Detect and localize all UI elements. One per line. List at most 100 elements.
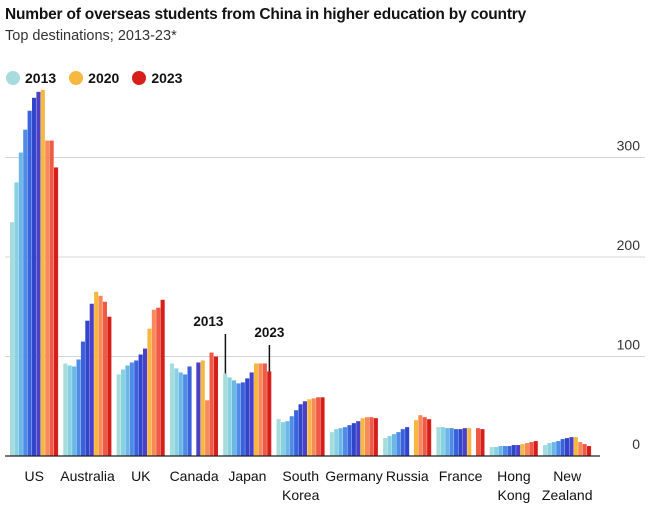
legend-swatch-2013 <box>6 71 20 85</box>
chart-title: Number of overseas students from China i… <box>5 6 527 23</box>
bar-france-2014 <box>440 427 445 456</box>
bar-hong-kong-2016 <box>502 446 507 456</box>
bar-south-korea-2015 <box>285 421 290 456</box>
bar-hong-kong-2021 <box>524 443 529 456</box>
bar-australia-2022 <box>102 301 107 456</box>
bar-uk-2018 <box>138 354 143 456</box>
x-tick-label-france: France <box>439 468 483 484</box>
bar-russia-2014 <box>387 436 392 456</box>
bar-new-zealand-2021 <box>578 442 583 456</box>
bar-russia-2023 <box>427 419 432 456</box>
x-tick-label-new-zealand: New Zealand <box>542 468 593 503</box>
bar-germany-2017 <box>347 425 352 456</box>
bar-us-2023 <box>54 167 59 456</box>
x-tick-label-uk: UK <box>131 468 151 484</box>
bar-hong-kong-2013 <box>489 447 494 456</box>
bar-russia-2015 <box>391 434 396 456</box>
bar-hong-kong-2022 <box>529 442 534 456</box>
bar-germany-2023 <box>373 418 378 456</box>
bar-france-2023 <box>480 429 485 456</box>
bar-canada-2019 <box>196 362 201 456</box>
bar-us-2019 <box>36 91 41 456</box>
legend-label-2013: 2013 <box>25 70 57 86</box>
y-tick-label-0: 0 <box>632 436 640 452</box>
bar-south-korea-2016 <box>289 416 294 456</box>
y-tick-label-200: 200 <box>617 237 641 253</box>
bar-new-zealand-2013 <box>543 445 548 456</box>
bar-south-korea-2013 <box>276 419 281 456</box>
bar-france-2019 <box>462 428 467 456</box>
bar-us-2022 <box>49 140 54 456</box>
bar-russia-2020 <box>413 420 418 456</box>
bar-australia-2018 <box>85 320 90 456</box>
bar-hong-kong-2015 <box>498 446 503 456</box>
bar-australia-2016 <box>76 359 81 456</box>
bar-france-2022 <box>476 428 481 456</box>
bar-hong-kong-2018 <box>511 445 516 456</box>
bar-japan-2018 <box>245 378 250 456</box>
legend: 2013 2020 2023 <box>6 70 195 86</box>
bar-uk-2023 <box>160 299 165 456</box>
bar-south-korea-2019 <box>302 401 307 456</box>
bar-japan-2016 <box>236 383 241 456</box>
bar-australia-2015 <box>72 366 77 456</box>
bar-us-2020 <box>40 89 45 456</box>
bar-canada-2020 <box>200 360 205 456</box>
bar-canada-2015 <box>178 372 183 456</box>
bar-canada-2021 <box>205 400 210 456</box>
bar-japan-2021 <box>258 363 263 456</box>
bar-germany-2018 <box>351 423 356 456</box>
bar-australia-2017 <box>80 341 85 456</box>
bar-canada-2023 <box>213 356 218 456</box>
bar-germany-2015 <box>338 428 343 456</box>
bar-new-zealand-2016 <box>556 441 561 456</box>
legend-label-2020: 2020 <box>88 70 120 86</box>
bar-germany-2016 <box>343 427 348 456</box>
bar-hong-kong-2017 <box>507 446 512 456</box>
bar-france-2020 <box>467 428 472 456</box>
y-tick-label-300: 300 <box>617 138 641 154</box>
bar-germany-2019 <box>356 421 361 456</box>
bar-australia-2020 <box>94 291 99 456</box>
bar-us-2016 <box>23 129 28 456</box>
bar-australia-2021 <box>98 295 103 456</box>
bar-us-2021 <box>45 140 50 456</box>
annotation-label-2013: 2013 <box>193 314 224 329</box>
bar-south-korea-2017 <box>294 410 299 456</box>
bar-south-korea-2018 <box>298 404 303 456</box>
x-tick-label-south-korea: South Korea <box>282 468 320 503</box>
bar-us-2013 <box>10 222 15 456</box>
bar-canada-2013 <box>169 363 174 456</box>
bar-new-zealand-2019 <box>569 437 574 456</box>
bar-russia-2022 <box>422 417 427 456</box>
bar-new-zealand-2017 <box>560 439 565 456</box>
bar-hong-kong-2020 <box>520 444 525 456</box>
bar-france-2015 <box>445 428 450 456</box>
x-tick-label-hong-kong: Hong Kong <box>497 468 530 503</box>
bar-russia-2013 <box>383 438 388 456</box>
bar-south-korea-2020 <box>307 399 312 456</box>
bar-russia-2021 <box>418 415 423 456</box>
x-tick-label-germany: Germany <box>325 468 383 484</box>
bar-russia-2016 <box>396 432 401 456</box>
bar-germany-2014 <box>334 429 339 456</box>
bar-uk-2016 <box>129 362 134 456</box>
bar-germany-2022 <box>369 417 374 456</box>
bar-uk-2021 <box>151 309 156 456</box>
bar-japan-2019 <box>249 372 254 456</box>
bar-new-zealand-2023 <box>587 446 592 456</box>
legend-label-2023: 2023 <box>151 70 183 86</box>
bar-canada-2022 <box>209 352 214 456</box>
bar-russia-2018 <box>405 427 410 456</box>
legend-item-2020: 2020 <box>69 70 119 86</box>
bar-germany-2020 <box>360 418 365 456</box>
bar-japan-2017 <box>240 382 245 456</box>
bar-uk-2017 <box>134 360 139 456</box>
bar-hong-kong-2023 <box>533 441 538 456</box>
bar-south-korea-2023 <box>320 397 325 456</box>
bar-uk-2013 <box>116 374 121 456</box>
bar-japan-2022 <box>262 363 267 456</box>
bar-japan-2013 <box>223 373 228 456</box>
